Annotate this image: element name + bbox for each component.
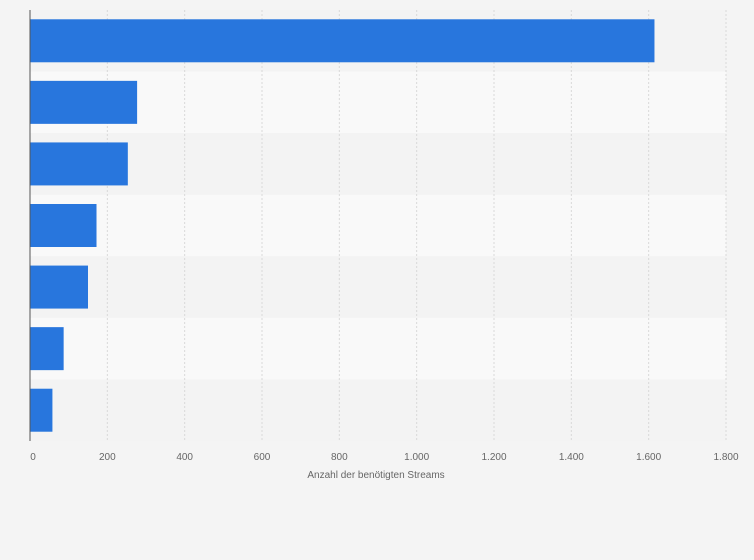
- bar: [30, 388, 53, 432]
- x-tick-label: 1.400: [559, 452, 584, 463]
- x-axis-title: Anzahl der benötigten Streams: [307, 470, 444, 481]
- x-tick-label: 1.200: [481, 452, 506, 463]
- x-tick-label: 400: [176, 452, 193, 463]
- row-band: [30, 194, 726, 257]
- row-band: [30, 379, 726, 441]
- row-bands: [30, 10, 726, 441]
- bar: [30, 19, 655, 63]
- x-tick-label: 600: [254, 452, 271, 463]
- x-tick-label: 800: [331, 452, 348, 463]
- bar: [30, 327, 64, 371]
- bar: [30, 204, 97, 247]
- x-tick-label: 1.600: [636, 452, 661, 463]
- x-axis-tick-labels: 0 200 400 600 800 1.000 1.200 1.400 1.600 1.800: [30, 452, 739, 463]
- bar: [30, 80, 138, 124]
- row-band: [30, 256, 726, 318]
- x-tick-label: 1.000: [404, 452, 429, 463]
- bars: [30, 19, 655, 432]
- bar: [30, 265, 88, 309]
- x-tick-label: 200: [99, 452, 116, 463]
- x-tick-label: 1.800: [713, 452, 738, 463]
- row-band: [30, 71, 726, 134]
- bar: [30, 142, 128, 186]
- row-band: [30, 133, 726, 195]
- row-band: [30, 317, 726, 380]
- x-tick-label: 0: [30, 452, 36, 463]
